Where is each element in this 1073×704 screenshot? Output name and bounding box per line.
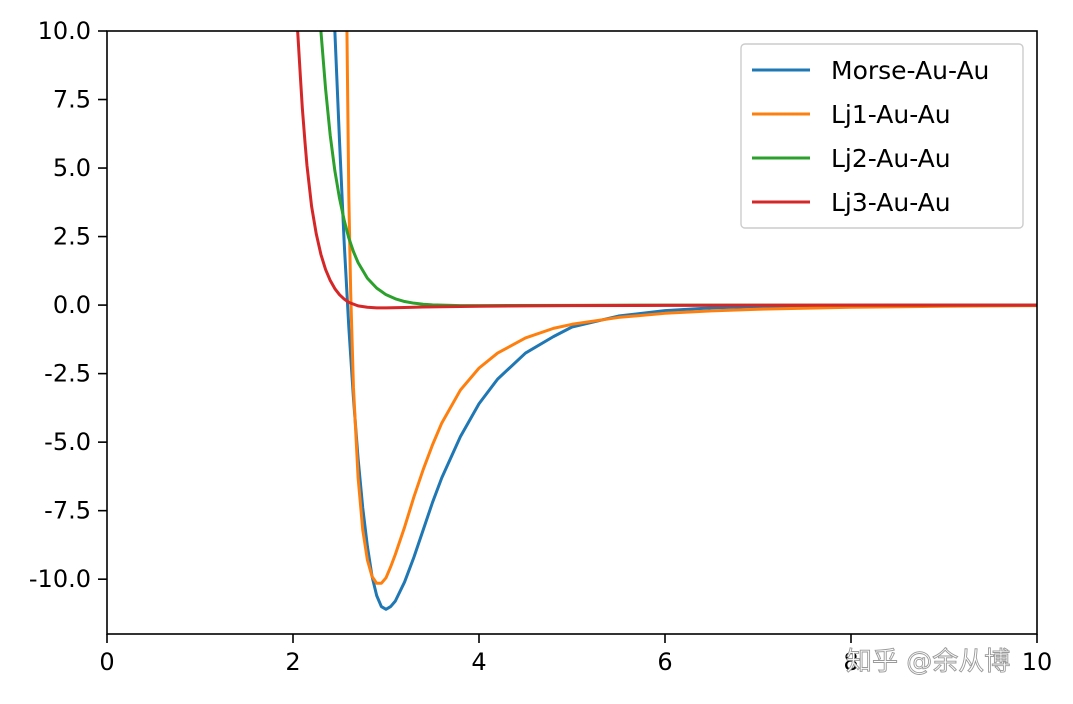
legend-box (740, 43, 1024, 229)
plot-frame (106, 30, 1038, 635)
series-layer (296, 31, 1037, 611)
x-tick-label: 4 (471, 648, 486, 676)
legend-label: Lj3-Au-Au (831, 188, 951, 217)
x-axis: 0 2 4 6 8 10 (99, 634, 1052, 676)
y-tick-label: -5.0 (44, 428, 91, 456)
y-tick-label: -10.0 (29, 565, 91, 593)
y-tick-label: 5.0 (53, 154, 91, 182)
y-tick-label: -7.5 (44, 497, 91, 525)
series-line-2 (345, 31, 1037, 585)
x-tick-label: 6 (657, 648, 672, 676)
y-tick-label: 0.0 (53, 291, 91, 319)
legend: Morse-Au-Au Lj1-Au-Au Lj2-Au-Au Lj3-Au-Au (740, 43, 1024, 229)
series-line-4 (296, 31, 1037, 310)
legend-label: Morse-Au-Au (831, 56, 989, 85)
legend-label: Lj2-Au-Au (831, 144, 951, 173)
watermark-text: 知乎 @余从博 (846, 647, 1010, 677)
y-tick-label: 2.5 (53, 223, 91, 251)
legend-label: Lj1-Au-Au (831, 100, 951, 129)
x-tick-label: 8 (843, 648, 858, 676)
y-tick-label: 7.5 (53, 86, 91, 114)
y-axis: 10.0 7.5 5.0 2.5 0.0 -2.5 -5.0 -7.5 -10.0 (29, 17, 107, 593)
x-tick-label: 0 (99, 648, 114, 676)
x-tick-label: 10 (1022, 648, 1053, 676)
x-tick-label: 2 (285, 648, 300, 676)
y-tick-label: -2.5 (44, 360, 91, 388)
y-tick-label: 10.0 (38, 17, 91, 45)
